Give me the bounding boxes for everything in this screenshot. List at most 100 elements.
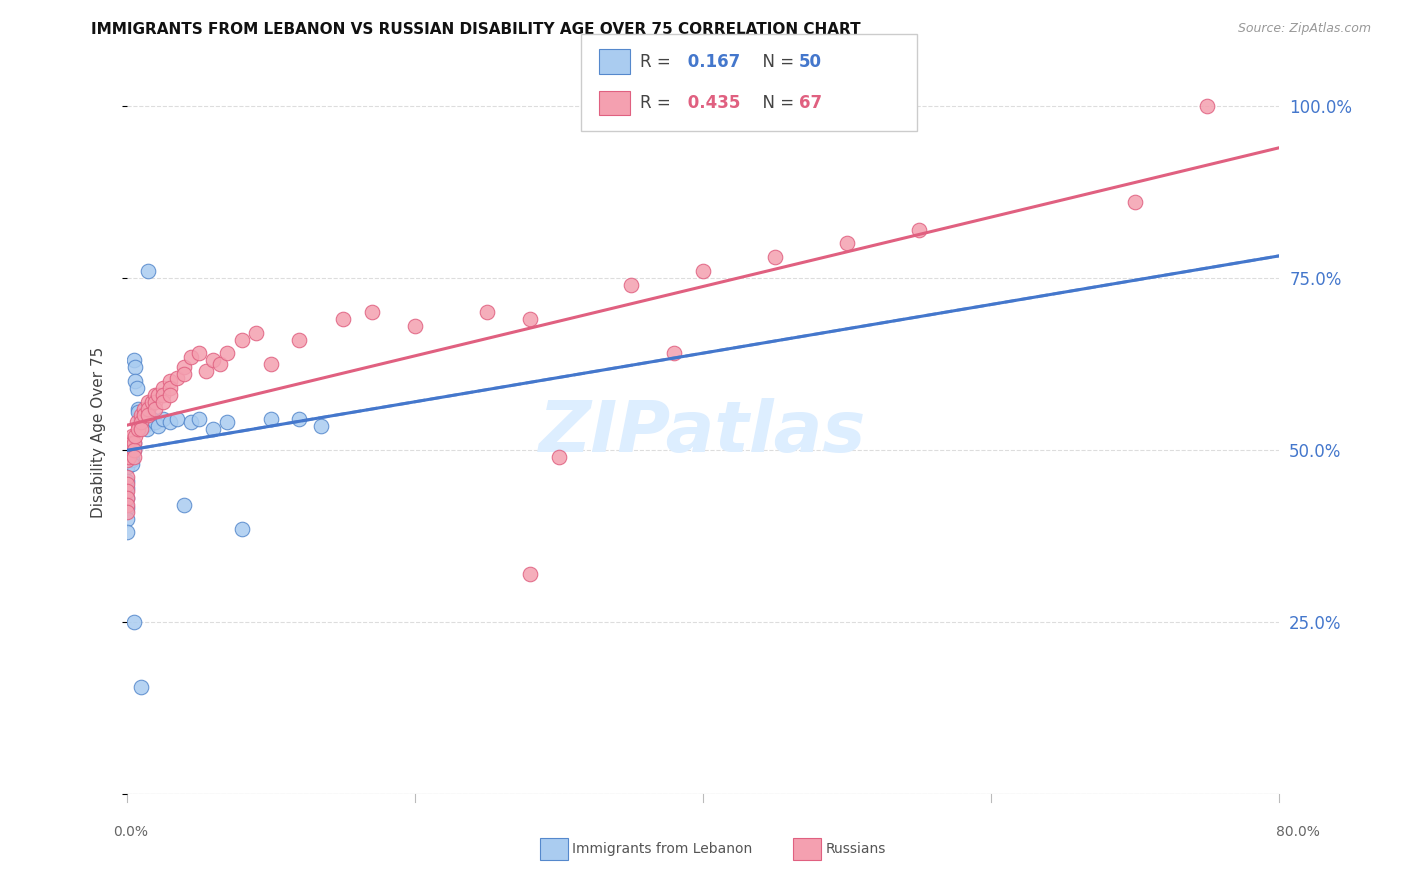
Point (332, 312, 354, 326)
Point (835, 236, 858, 251)
Point (180, 415, 202, 429)
Point (136, 394, 159, 409)
Point (127, 401, 149, 416)
Point (136, 401, 159, 416)
Point (152, 412, 174, 426)
Point (152, 381, 174, 395)
Point (1197, 99, 1219, 113)
Point (173, 367, 195, 381)
Point (129, 418, 152, 433)
Point (115, 481, 138, 495)
Text: R =: R = (640, 53, 676, 70)
Point (152, 388, 174, 402)
Point (127, 405, 149, 419)
Point (519, 566, 541, 581)
Point (136, 409, 159, 423)
Text: Immigrants from Lebanon: Immigrants from Lebanon (572, 842, 752, 856)
Point (115, 470, 138, 484)
Point (127, 422, 149, 436)
Point (115, 446, 138, 460)
Point (122, 436, 145, 450)
Point (187, 346, 209, 360)
Point (124, 360, 146, 375)
Point (121, 453, 143, 467)
Point (209, 357, 232, 371)
Point (115, 460, 138, 475)
Point (115, 474, 138, 488)
Point (115, 525, 138, 540)
Point (145, 401, 166, 416)
Point (145, 394, 166, 409)
Point (217, 415, 239, 429)
Point (115, 491, 138, 505)
Point (152, 394, 174, 409)
Point (132, 412, 155, 426)
Point (245, 326, 267, 340)
Point (115, 505, 138, 519)
Point (115, 442, 138, 457)
Point (404, 318, 426, 333)
Text: R =: R = (640, 95, 676, 112)
Text: 0.167: 0.167 (682, 53, 740, 70)
Point (145, 415, 166, 429)
Point (692, 264, 714, 278)
Point (259, 357, 281, 371)
Point (115, 453, 138, 467)
Point (115, 436, 138, 450)
Point (115, 511, 138, 525)
Point (202, 353, 225, 368)
Point (173, 498, 195, 512)
Text: Source: ZipAtlas.com: Source: ZipAtlas.com (1237, 22, 1371, 36)
Point (115, 446, 138, 460)
Point (118, 436, 141, 450)
Text: 50: 50 (799, 53, 821, 70)
Point (115, 498, 138, 512)
Text: ZIPatlas: ZIPatlas (540, 398, 866, 467)
Point (360, 305, 382, 319)
Point (115, 484, 138, 499)
Point (129, 680, 152, 694)
Point (118, 442, 141, 457)
Text: IMMIGRANTS FROM LEBANON VS RUSSIAN DISABILITY AGE OVER 75 CORRELATION CHART: IMMIGRANTS FROM LEBANON VS RUSSIAN DISAB… (91, 22, 860, 37)
Text: 80.0%: 80.0% (1275, 825, 1320, 839)
Point (132, 418, 155, 433)
Point (159, 388, 181, 402)
Point (194, 364, 217, 378)
Point (124, 429, 146, 443)
Point (259, 412, 281, 426)
Point (519, 312, 541, 326)
Point (121, 457, 143, 471)
Point (115, 501, 138, 516)
Point (217, 346, 239, 360)
Point (288, 412, 311, 426)
Text: 67: 67 (799, 95, 821, 112)
Point (135, 422, 157, 436)
Point (118, 450, 141, 464)
Point (763, 250, 786, 264)
Point (148, 418, 170, 433)
Point (1125, 195, 1147, 210)
Point (309, 418, 332, 433)
Point (202, 422, 225, 436)
Point (125, 415, 148, 429)
Point (132, 401, 155, 416)
Point (125, 381, 148, 395)
Point (129, 422, 152, 436)
Text: 0.0%: 0.0% (114, 825, 148, 839)
Point (145, 388, 166, 402)
Point (136, 264, 159, 278)
Point (141, 412, 163, 426)
Y-axis label: Disability Age Over 75: Disability Age Over 75 (91, 347, 105, 518)
Point (187, 412, 209, 426)
Point (115, 453, 138, 467)
Point (120, 450, 142, 464)
Point (120, 442, 142, 457)
Point (129, 415, 152, 429)
Point (231, 522, 253, 536)
Point (136, 409, 159, 423)
Point (620, 277, 643, 292)
Text: N =: N = (752, 53, 800, 70)
Point (122, 442, 145, 457)
Point (173, 360, 195, 375)
Point (121, 436, 143, 450)
